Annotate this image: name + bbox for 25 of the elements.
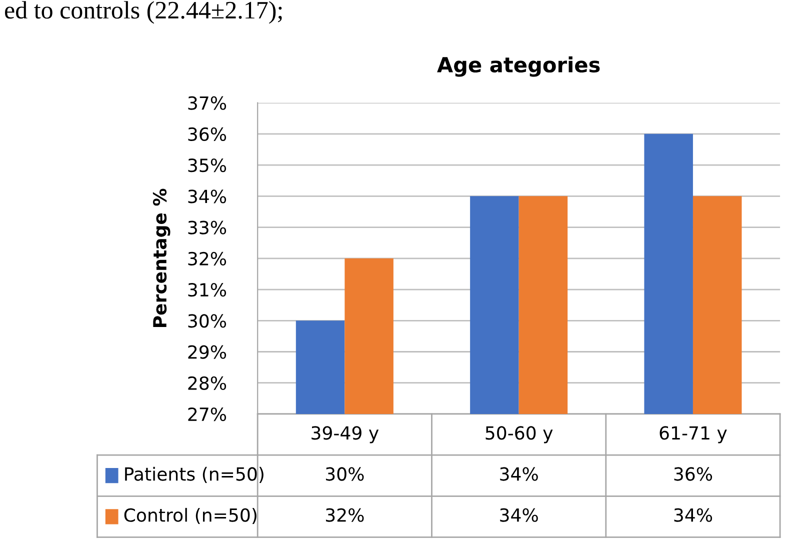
- x-tick-label: 61-71 y: [660, 426, 727, 444]
- y-tick-label: 36%: [188, 127, 226, 142]
- y-tick-label: 33%: [188, 220, 226, 234]
- data-label: 34%: [674, 508, 712, 522]
- legend-label: Patients (n=50): [125, 466, 264, 483]
- legend-label: Control (n=50): [124, 508, 256, 524]
- data-label: 36%: [674, 467, 712, 481]
- data-label: 34%: [500, 467, 538, 481]
- y-tick-label: 29%: [188, 345, 226, 359]
- y-tick-label: 32%: [188, 252, 226, 266]
- y-tick-label: 30%: [188, 314, 226, 328]
- y-tick-label: 34%: [188, 190, 226, 204]
- text: ed to controls (22.44±2.17);: [5, 1, 282, 24]
- chart-title: Age ategories: [437, 56, 600, 77]
- y-axis-title: Percentage %: [152, 188, 170, 328]
- x-tick-label: 39-49 y: [312, 426, 379, 444]
- data-label: 32%: [326, 508, 364, 522]
- y-tick-label: 27%: [188, 407, 226, 422]
- y-tick-label: 31%: [188, 282, 226, 297]
- y-tick-label: 28%: [188, 376, 226, 390]
- data-label: 34%: [500, 508, 538, 522]
- x-tick-label: 50-60 y: [486, 426, 553, 444]
- data-label: 30%: [326, 467, 364, 481]
- y-tick-label: 35%: [188, 158, 226, 172]
- y-tick-label: 37%: [188, 96, 226, 110]
